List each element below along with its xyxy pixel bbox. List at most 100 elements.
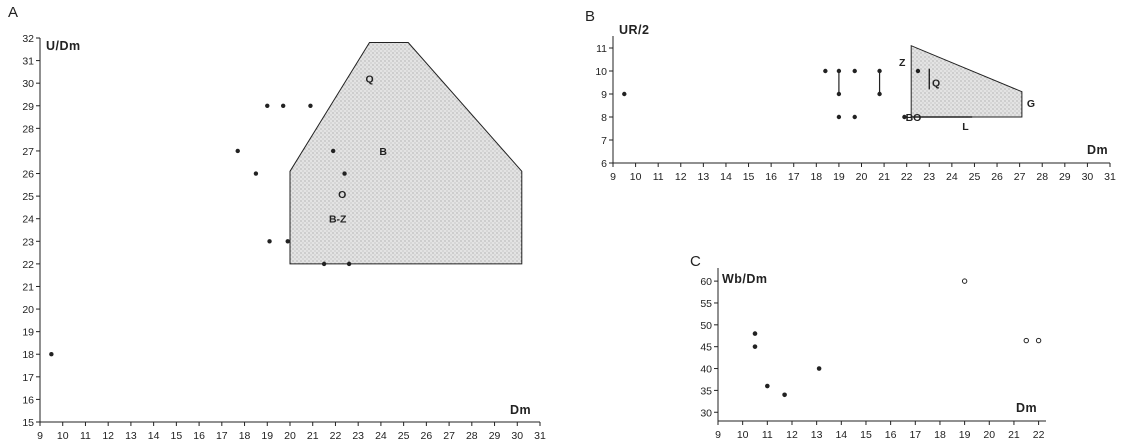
panel-a-region-polygon	[289, 42, 523, 265]
panel-b-region-label: BO	[906, 112, 922, 124]
panel-b-x-tick-label: 18	[810, 171, 822, 183]
panel-a-point	[321, 261, 327, 267]
panel-b-x-ticks: 9 10 11 12 13 14 15 16 17 18 19 20 21 22 23 24 25 26 27 28 2…	[610, 163, 1116, 183]
panel-c-x-tick-label: 10	[737, 429, 749, 441]
panel-a-region-label: O	[338, 189, 346, 201]
panel-a-x-tick-label: 16	[193, 430, 205, 442]
panel-a-y-tick-label: 19	[22, 327, 34, 339]
panel-c-point-filled	[752, 344, 758, 349]
panel-b-x-tick-label: 25	[969, 171, 981, 183]
panel-a-y-tick-label: 28	[22, 123, 34, 135]
panel-c-x-tick-label: 18	[934, 429, 946, 441]
panel-c-x-tick-label: 14	[835, 429, 847, 441]
panel-a-y-tick-label: 17	[22, 372, 34, 384]
panel-a-y-tick-label: 15	[22, 417, 34, 429]
panel-a-y-tick-label: 30	[22, 78, 34, 90]
panel-b-x-tick-label: 12	[675, 171, 687, 183]
panel-c-y-tick-label: 35	[700, 385, 712, 397]
panel-c-x-tick-label: 13	[811, 429, 823, 441]
panel-c-letter: C	[690, 253, 701, 270]
panel-a-x-tick-label: 28	[466, 430, 478, 442]
panel-a-x-tick-label: 31	[534, 430, 546, 442]
panel-c-point-open	[1023, 337, 1029, 344]
panel-c-x-tick-label: 19	[959, 429, 971, 441]
panel-a-x-tick-label: 18	[239, 430, 251, 442]
panel-a-point	[235, 148, 240, 154]
panel-a-y-tick-label: 27	[22, 146, 34, 158]
panel-c-point-filled	[765, 383, 770, 389]
panel-a-point	[330, 148, 336, 154]
panel-a-region-labels: Q B O B-Z	[329, 74, 387, 226]
panel-c-x-tick-label: 9	[715, 429, 721, 441]
panel-a-y-tick-label: 22	[22, 259, 34, 271]
panel-b-x-tick-label: 11	[653, 171, 664, 183]
panel-b-point	[902, 114, 907, 120]
panel-a-points	[49, 103, 352, 357]
panel-c-point-open	[1035, 337, 1042, 344]
panel-b-x-tick-label: 19	[833, 171, 845, 183]
panel-b-region-labels: Z Q G BO L	[899, 57, 1035, 133]
panel-a-x-tick-label: 29	[489, 430, 501, 442]
panel-a-point	[308, 103, 313, 108]
panel-b-x-tick-label: 20	[856, 171, 868, 183]
panel-a-point	[49, 352, 54, 357]
panel-a-y-label: U/Dm	[46, 39, 81, 53]
panel-b-letter: B	[585, 8, 595, 25]
panel-a-x-tick-label: 25	[398, 430, 410, 442]
panel-b-x-tick-label: 15	[743, 171, 755, 183]
panel-c-y-tick-label: 45	[700, 342, 712, 354]
panel-a-region	[289, 42, 523, 265]
panel-b-x-tick-label: 29	[1059, 171, 1071, 183]
panel-b-x-tick-label: 21	[878, 171, 890, 183]
panel-a-y-tick-label: 25	[22, 191, 34, 203]
panel-c-x-tick-label: 12	[786, 429, 798, 441]
panel-c-y-tick-label: 50	[700, 320, 712, 332]
panel-b-x-tick-label: 31	[1104, 171, 1116, 183]
panel-c-y-ticks: 30 35 40 45 50 55 60	[700, 276, 718, 419]
panel-b-x-tick-label: 14	[720, 171, 732, 183]
panel-c-y-tick-label: 55	[700, 298, 712, 310]
panel-b-region-label: L	[962, 121, 969, 133]
panel-b-point	[877, 91, 882, 97]
panel-b-x-tick-label: 22	[901, 171, 913, 183]
panel-b-point	[877, 68, 882, 74]
panel-b-points	[622, 68, 921, 120]
panel-a-region-label: B-Z	[329, 214, 347, 226]
panel-a-y-tick-label: 24	[22, 214, 34, 226]
panel-a-y-tick-label: 23	[22, 236, 34, 248]
panel-a-x-label: Dm	[510, 403, 531, 417]
panel-b-x-label: Dm	[1087, 143, 1108, 157]
panel-b-y-tick-label: 10	[595, 66, 607, 78]
panel-b-y-tick-label: 8	[601, 112, 607, 124]
panel-a-x-tick-label: 14	[148, 430, 160, 442]
panel-c-y-tick-label: 40	[700, 364, 712, 376]
panel-a-x-tick-label: 11	[80, 430, 91, 442]
panel-c-x-tick-label: 15	[860, 429, 872, 441]
panel-b-y-tick-label: 9	[601, 89, 607, 101]
panel-a-x-tick-label: 22	[330, 430, 342, 442]
panel-a-x-tick-label: 10	[57, 430, 69, 442]
panel-b-y-tick-label: 11	[596, 43, 607, 55]
panel-a: A 9 10 11 12 13 14 15 16 17 18 19 20 21 22 23 24 25 26 27 2…	[8, 4, 546, 442]
panel-c-x-tick-label: 21	[1008, 429, 1020, 441]
panel-a-point	[253, 171, 259, 176]
panel-b-x-tick-label: 30	[1082, 171, 1094, 183]
panel-c-points	[752, 278, 1042, 398]
panel-c-x-tick-label: 16	[885, 429, 897, 441]
panel-a-y-tick-label: 16	[22, 394, 34, 406]
panel-b-x-tick-label: 28	[1036, 171, 1048, 183]
panel-b-region-label: Q	[932, 78, 940, 90]
panel-b-point	[852, 114, 857, 120]
panel-a-x-tick-label: 26	[421, 430, 433, 442]
panel-a-x-tick-label: 19	[261, 430, 273, 442]
panel-a-y-ticks: 15 16 17 18 19 20 21 22 23 24 25 26 27 28 29 30 31 32	[22, 33, 40, 429]
panel-a-x-tick-label: 27	[443, 430, 455, 442]
panel-b-ranges	[838, 71, 881, 94]
panel-b: B 9 10 11 12 13 14 15 16 17 18 19 20 21 22 23 24 25 26 27 2…	[585, 8, 1116, 183]
panel-c: C 9 10 11 12 13 14 15 16 17 18 19 20 21 22 30 35 40 45 50…	[690, 253, 1046, 441]
panel-a-point	[265, 103, 270, 108]
panel-c-x-tick-label: 22	[1033, 429, 1045, 441]
panel-a-x-tick-label: 24	[375, 430, 387, 442]
panel-a-x-ticks: 9 10 11 12 13 14 15 16 17 18 19 20 21 22 23 24 25 26 27 28 2…	[37, 422, 546, 442]
